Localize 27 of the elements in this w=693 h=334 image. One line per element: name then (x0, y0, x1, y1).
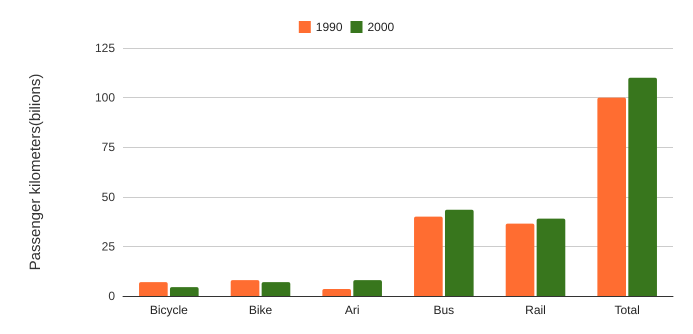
x-tick-label: Total (614, 303, 640, 317)
bar (597, 98, 626, 296)
y-tick-label: 100 (94, 90, 116, 105)
x-tick-label: Bicycle (150, 303, 188, 317)
y-tick-label: 50 (102, 190, 116, 204)
x-tick-label: Ari (344, 303, 360, 317)
bar (139, 282, 168, 296)
bar (414, 216, 443, 296)
bar (444, 210, 474, 296)
bar (262, 282, 290, 296)
y-tick-label: 0 (108, 289, 116, 303)
bar (230, 280, 260, 296)
bar (536, 218, 566, 296)
y-tick-label: 25 (102, 239, 116, 254)
bar (353, 280, 382, 296)
bar (322, 289, 352, 296)
legend-label: 2000 (368, 20, 395, 34)
y-axis-title: Passenger kilometers(bilions) (27, 74, 44, 270)
bar (506, 224, 534, 296)
x-tick-label: Bike (248, 303, 272, 317)
x-tick-label: Rail (525, 303, 546, 317)
y-tick-label: 75 (102, 140, 116, 154)
y-tick-label: 125 (94, 41, 116, 55)
bar (628, 78, 657, 296)
legend-label: 1990 (316, 20, 343, 34)
x-tick-label: Bus (433, 303, 454, 317)
bar (170, 287, 199, 296)
